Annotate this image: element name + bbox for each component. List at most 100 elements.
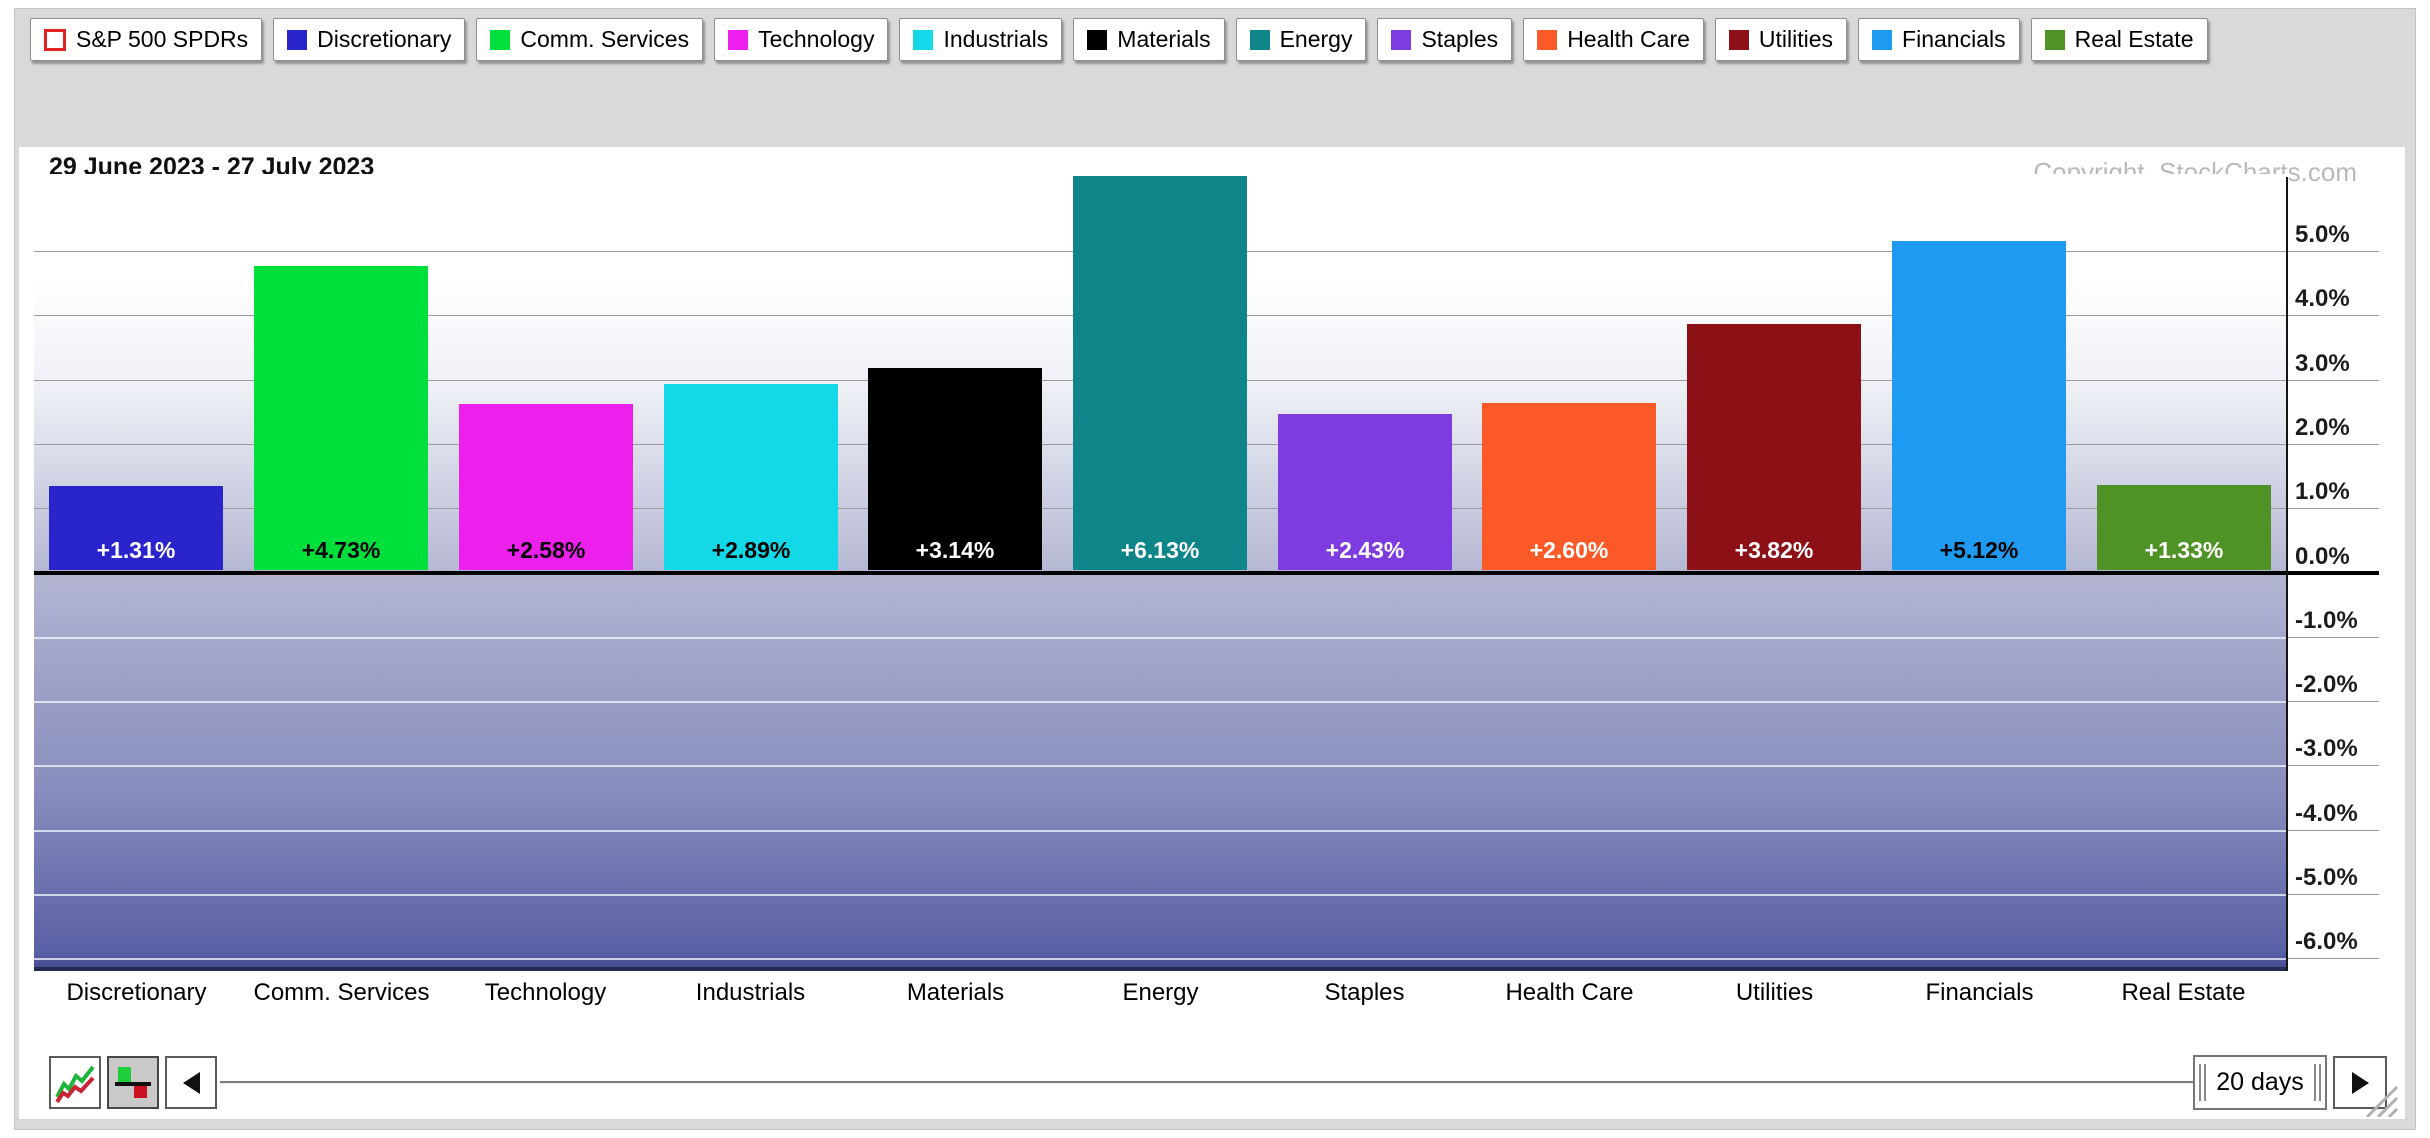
color-swatch <box>287 29 308 50</box>
legend-item-label: Discretionary <box>317 26 452 52</box>
legend-item-materials[interactable]: Materials <box>1073 18 1225 61</box>
x-label-real-estate: Real Estate <box>2121 979 2246 1006</box>
legend-item-label: Staples <box>1421 26 1499 52</box>
legend-item-label: Health Care <box>1567 26 1690 52</box>
perfchart-panel: S&P 500 SPDRs Discretionary Comm. Services… <box>14 8 2416 1130</box>
legend-item-label: Utilities <box>1758 26 1834 52</box>
bar-real-estate: +1.33% <box>2097 485 2271 570</box>
plot-region: +1.31% +4.73% +2.58% +2.89% +3.14% +6.13% +2.4… <box>19 147 2405 1119</box>
legend-item-financials[interactable]: Financials <box>1858 18 2020 61</box>
bar-health-care: +2.60% <box>1482 403 1656 570</box>
legend-item-label: Financials <box>1902 26 2006 52</box>
color-swatch <box>1728 29 1749 50</box>
legend-item-technology[interactable]: Technology <box>714 18 889 61</box>
color-swatch <box>490 29 511 50</box>
legend-item-health-care[interactable]: Health Care <box>1523 18 1704 61</box>
range-slider-track[interactable] <box>220 1081 2193 1084</box>
bar-value-label: +4.73% <box>301 537 381 563</box>
histogram-icon <box>115 1066 151 1098</box>
legend-item-label: Comm. Services <box>520 26 690 52</box>
gridline-light--2.0% <box>34 701 2286 704</box>
y-tick--3.0%: -3.0% <box>2295 735 2358 763</box>
bar-materials: +3.14% <box>868 368 1042 570</box>
legend-item-discretionary[interactable]: Discretionary <box>273 18 466 61</box>
y-tick--2.0%: -2.0% <box>2295 671 2358 699</box>
legend-item-label: S&P 500 SPDRs <box>76 26 249 52</box>
legend-item-energy[interactable]: Energy <box>1235 18 1367 61</box>
histogram-mode-button[interactable] <box>107 1056 159 1109</box>
x-label-utilities: Utilities <box>1735 979 1814 1006</box>
legend-item-real-estate[interactable]: Real Estate <box>2030 18 2208 61</box>
legend-item-staples[interactable]: Staples <box>1377 18 1513 61</box>
x-label-technology: Technology <box>484 979 607 1006</box>
x-label-materials: Materials <box>906 979 1005 1006</box>
y-tick-1.0%: 1.0% <box>2295 478 2350 506</box>
color-swatch <box>1391 29 1412 50</box>
y-tick--4.0%: -4.0% <box>2295 799 2358 827</box>
legend-item-comm-services[interactable]: Comm. Services <box>476 18 704 61</box>
color-swatch <box>1872 29 1893 50</box>
bar-value-label: +3.14% <box>915 537 995 563</box>
color-swatch <box>1249 29 1270 50</box>
bar-value-label: +2.58% <box>506 537 586 563</box>
range-label: 20 days <box>2216 1068 2304 1096</box>
bar-value-label: +6.13% <box>1120 537 1200 563</box>
color-swatch <box>1087 29 1108 50</box>
bar-value-label: +5.12% <box>1939 537 2019 563</box>
resize-grip-icon <box>2365 1085 2399 1119</box>
y-tick-3.0%: 3.0% <box>2295 349 2350 377</box>
x-label-comm-services: Comm. Services <box>253 979 430 1006</box>
y-tick-5.0%: 5.0% <box>2295 221 2350 249</box>
x-label-industrials: Industrials <box>695 979 806 1006</box>
x-label-energy: Energy <box>1122 979 1199 1006</box>
y-tick-4.0%: 4.0% <box>2295 285 2350 313</box>
color-swatch <box>913 29 934 50</box>
legend-item-s-p-500-spdrs[interactable]: S&P 500 SPDRs <box>30 18 263 61</box>
legend-item-label: Industrials <box>943 26 1049 52</box>
legend-item-utilities[interactable]: Utilities <box>1714 18 1848 61</box>
scroll-left-button[interactable] <box>165 1056 217 1109</box>
bar-value-label: +1.33% <box>2144 537 2224 563</box>
y-tick--1.0%: -1.0% <box>2295 606 2358 634</box>
x-label-financials: Financials <box>1925 979 2034 1006</box>
bar-value-label: +2.43% <box>1325 537 1405 563</box>
color-swatch <box>2044 29 2065 50</box>
bar-industrials: +2.89% <box>664 384 838 570</box>
y-tick-0.0%: 0.0% <box>2295 542 2350 570</box>
legend-item-industrials[interactable]: Industrials <box>899 18 1063 61</box>
y-tick-2.0%: 2.0% <box>2295 413 2350 441</box>
bar-value-label: +2.60% <box>1529 537 1609 563</box>
line-chart-mode-button[interactable] <box>49 1056 101 1109</box>
bar-energy: +6.13% <box>1073 176 1247 570</box>
left-arrow-icon <box>182 1071 200 1094</box>
chart-canvas: 29 June 2023 - 27 July 2023 Copyright, S… <box>19 147 2405 1119</box>
negative-zone-background <box>34 574 2286 971</box>
unchecked-swatch <box>44 28 66 51</box>
range-slider-handle[interactable]: 20 days <box>2193 1055 2327 1110</box>
bar-value-label: +2.89% <box>711 537 791 563</box>
zero-line <box>34 570 2379 575</box>
legend-item-label: Materials <box>1117 26 1211 52</box>
bar-utilities: +3.82% <box>1687 324 1861 570</box>
right-arrow-icon <box>2351 1071 2369 1094</box>
legend-item-label: Technology <box>758 26 875 52</box>
gridline-light--4.0% <box>34 829 2286 832</box>
gridline-light--6.0% <box>34 958 2286 961</box>
x-label-discretionary: Discretionary <box>66 979 207 1006</box>
resize-handle[interactable] <box>2361 1085 2399 1119</box>
line-chart-icon <box>55 1065 95 1103</box>
scroll-right-button[interactable] <box>2333 1056 2387 1109</box>
x-label-staples: Staples <box>1324 979 1405 1006</box>
bar-comm-services: +4.73% <box>254 266 428 570</box>
x-label-health-care: Health Care <box>1505 979 1634 1006</box>
bar-staples: +2.43% <box>1278 414 1452 570</box>
legend-item-label: Energy <box>1279 26 1353 52</box>
bar-discretionary: +1.31% <box>49 486 223 570</box>
legend-item-label: Real Estate <box>2074 26 2194 52</box>
bar-value-label: +1.31% <box>96 537 176 563</box>
bar-value-label: +3.82% <box>1734 537 1814 563</box>
legend: S&P 500 SPDRs Discretionary Comm. Services… <box>30 18 2208 61</box>
color-swatch <box>728 29 749 50</box>
bar-financials: +5.12% <box>1892 241 2066 570</box>
y-tick--6.0%: -6.0% <box>2295 928 2358 956</box>
